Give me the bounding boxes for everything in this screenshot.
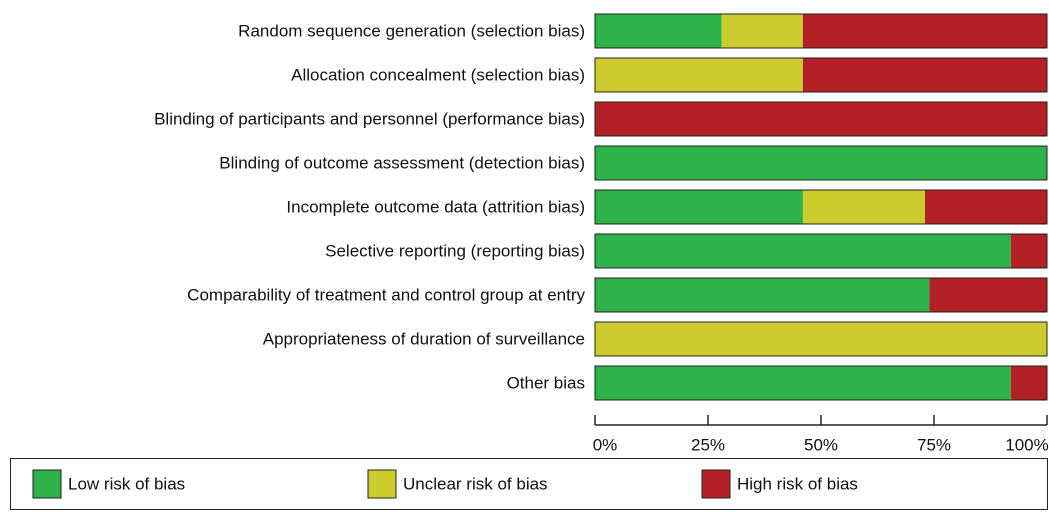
category-label: Appropriateness of duration of surveilla… (263, 329, 585, 348)
bar-segment (595, 102, 1047, 136)
bar-segment (595, 234, 1011, 268)
category-label: Comparability of treatment and control g… (187, 285, 585, 304)
bar-segment (595, 58, 803, 92)
bar-outline (594, 233, 1048, 269)
bar-segment (802, 14, 1047, 48)
bar-outline (594, 277, 1048, 313)
legend-label: Unclear risk of bias (403, 474, 548, 493)
bar-segment (595, 322, 1047, 356)
x-tick-label: 100% (1005, 435, 1048, 454)
bar-segment (802, 190, 925, 224)
legend-box (10, 458, 1048, 510)
bar-segment (595, 278, 930, 312)
legend-swatch (701, 469, 731, 499)
bar-outline (594, 145, 1048, 181)
bar-segment (595, 366, 1011, 400)
bar-segment (595, 146, 1047, 180)
bar-segment (595, 14, 722, 48)
legend-label: High risk of bias (737, 474, 858, 493)
bar-outline (594, 189, 1048, 225)
bar-segment (721, 14, 803, 48)
legend-label: Low risk of bias (68, 474, 185, 493)
category-label: Selective reporting (reporting bias) (325, 241, 585, 260)
bar-outline (594, 321, 1048, 357)
bar-outline (594, 365, 1048, 401)
category-label: Incomplete outcome data (attrition bias) (286, 197, 585, 216)
bar-segment (1010, 234, 1047, 268)
category-label: Blinding of participants and personnel (… (154, 109, 585, 128)
bar-segment (929, 278, 1047, 312)
bar-segment (802, 58, 1047, 92)
bar-segment (1010, 366, 1047, 400)
bar-outline (594, 13, 1048, 49)
category-label: Random sequence generation (selection bi… (238, 21, 585, 40)
x-tick-label: 0% (593, 435, 618, 454)
category-label: Blinding of outcome assessment (detectio… (219, 153, 585, 172)
bar-outline (594, 101, 1048, 137)
bar-segment (924, 190, 1047, 224)
legend-swatch (32, 469, 62, 499)
category-label: Allocation concealment (selection bias) (291, 65, 585, 84)
bar-outline (594, 57, 1048, 93)
x-tick-label: 75% (917, 435, 951, 454)
x-tick-label: 25% (691, 435, 725, 454)
x-tick-label: 50% (804, 435, 838, 454)
legend-swatch (367, 469, 397, 499)
category-label: Other bias (507, 373, 585, 392)
bar-segment (595, 190, 803, 224)
